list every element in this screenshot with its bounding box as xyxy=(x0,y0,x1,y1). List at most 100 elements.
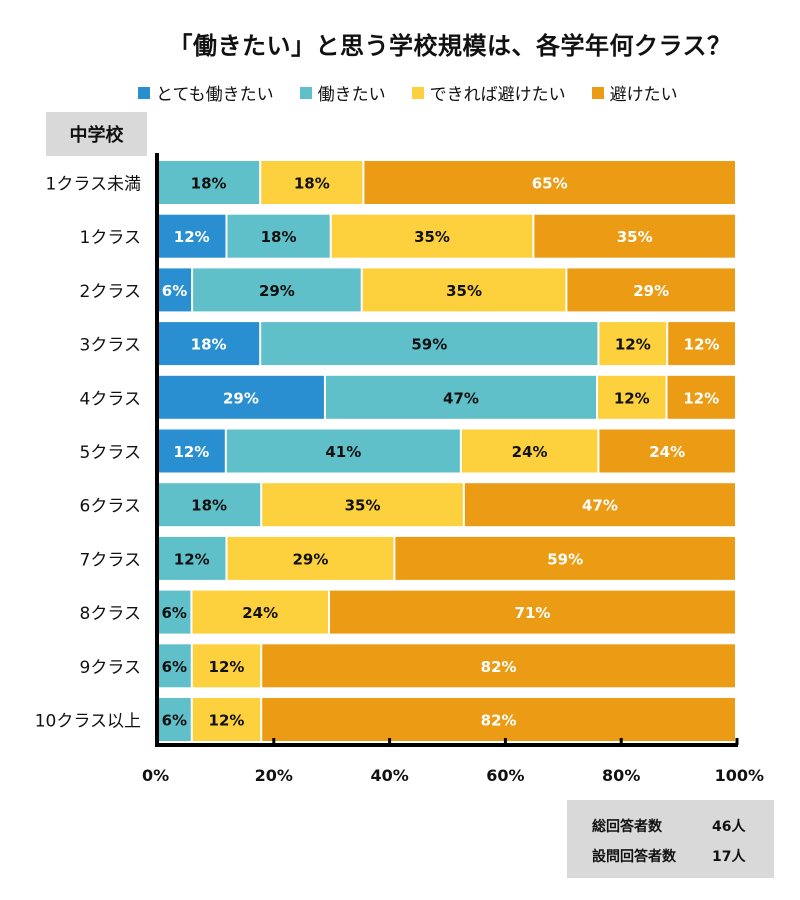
respondent-summary: 総回答者数 46人 設問回答者数 17人 xyxy=(567,800,774,878)
chart: 1クラス未満 18% 18% 65% 1クラス 12% 18% 35% 35% 2クラス 6% 29%… xyxy=(35,153,764,785)
category-label: 8クラス xyxy=(80,604,141,624)
bar-segment xyxy=(226,429,460,473)
summary-value: 46人 xyxy=(712,819,746,835)
bar-segment xyxy=(193,268,361,312)
bar-segment xyxy=(158,214,226,258)
summary-row-answered: 設問回答者数 17人 xyxy=(592,846,745,866)
data-label: 12% xyxy=(683,389,719,407)
legend-label: とても働きたい xyxy=(156,85,274,105)
bar-segment xyxy=(362,268,566,312)
bar-segment xyxy=(158,322,260,366)
data-label: 24% xyxy=(512,443,548,461)
category-label: 1クラス xyxy=(80,228,141,248)
bar-segment xyxy=(158,268,192,312)
data-label: 71% xyxy=(515,604,551,622)
category-label: 9クラス xyxy=(80,658,141,678)
chart-title: 「働きたい」と思う学校規模は、各学年何クラス？ xyxy=(168,32,732,60)
category-label: 2クラス xyxy=(80,282,141,302)
bar-segment xyxy=(331,214,533,258)
bar-segment xyxy=(461,429,598,473)
bar-segment xyxy=(534,214,735,258)
legend-item: とても働きたい xyxy=(138,80,274,105)
data-label: 12% xyxy=(174,228,210,246)
bar-segment xyxy=(192,590,328,634)
data-label: 29% xyxy=(223,389,259,407)
bar-segment xyxy=(364,161,735,204)
category-label: 6クラス xyxy=(80,497,141,517)
summary-label: 設問回答者数 xyxy=(592,849,676,865)
data-label: 35% xyxy=(617,228,653,246)
bar-segment xyxy=(567,268,735,312)
data-label: 6% xyxy=(162,712,187,730)
category-label: 1クラス未満 xyxy=(46,175,141,195)
bar-segment xyxy=(158,590,191,634)
data-label: 24% xyxy=(242,604,278,622)
data-label: 35% xyxy=(446,282,482,300)
bar-segment xyxy=(598,375,666,419)
bar-segment xyxy=(325,375,597,419)
data-label: 12% xyxy=(614,389,650,407)
bar-segment xyxy=(261,161,363,204)
legend: とても働きたい 働きたい できれば避けたい 避けたい xyxy=(138,80,678,105)
data-label: 29% xyxy=(633,282,669,300)
data-label: 47% xyxy=(443,389,479,407)
data-label: 12% xyxy=(684,336,720,354)
summary-row-total: 総回答者数 46人 xyxy=(592,816,745,836)
data-label: 59% xyxy=(547,550,583,568)
legend-label: できれば避けたい xyxy=(429,85,566,105)
bar-segment xyxy=(227,536,394,580)
legend-swatch xyxy=(411,86,424,99)
bar-segment xyxy=(158,161,260,204)
data-label: 12% xyxy=(174,550,210,568)
legend-label: 働きたい xyxy=(317,85,386,105)
x-tick-label: 0% xyxy=(142,766,169,785)
bar-segment xyxy=(262,644,735,688)
data-label: 18% xyxy=(191,497,227,515)
bar-segment xyxy=(227,214,330,258)
x-tick-label: 100% xyxy=(715,766,764,785)
bar-segment xyxy=(668,322,735,366)
data-label: 65% xyxy=(532,175,568,193)
summary-value: 17人 xyxy=(712,849,746,865)
bar-segment xyxy=(192,644,261,688)
summary-label: 総回答者数 xyxy=(592,819,662,835)
legend-item: 避けたい xyxy=(591,80,678,105)
legend-swatch xyxy=(299,86,312,99)
data-label: 41% xyxy=(325,443,361,461)
data-label: 35% xyxy=(345,497,381,515)
data-label: 29% xyxy=(259,282,295,300)
data-label: 18% xyxy=(261,228,297,246)
data-label: 12% xyxy=(209,712,245,730)
data-label: 18% xyxy=(191,175,227,193)
category-label: 5クラス xyxy=(80,443,141,463)
bar-segment xyxy=(192,698,261,741)
data-label: 59% xyxy=(411,336,447,354)
bar-segment xyxy=(158,375,324,419)
legend-item: 働きたい xyxy=(299,80,386,105)
bar-segment xyxy=(599,322,667,366)
x-tick-label: 60% xyxy=(486,766,524,785)
bar-segment xyxy=(158,698,191,741)
bar-segment xyxy=(329,590,735,634)
bar-segment xyxy=(262,698,735,741)
data-label: 18% xyxy=(191,336,227,354)
bar-segment xyxy=(158,536,226,580)
data-label: 6% xyxy=(162,282,187,300)
bar-segment xyxy=(158,644,191,688)
bar-segment xyxy=(395,536,735,580)
data-label: 35% xyxy=(414,228,450,246)
legend-swatch xyxy=(591,86,604,99)
bar-segment xyxy=(158,483,261,527)
category-label: 4クラス xyxy=(80,389,141,409)
data-label: 29% xyxy=(292,550,328,568)
data-label: 24% xyxy=(649,443,685,461)
x-tick-label: 40% xyxy=(370,766,408,785)
bar-segment xyxy=(464,483,735,527)
bar-segment xyxy=(261,322,598,366)
data-label: 82% xyxy=(481,658,517,676)
data-label: 12% xyxy=(209,658,245,676)
group-label: 中学校 xyxy=(46,112,147,156)
data-label: 47% xyxy=(582,497,618,515)
category-label: 7クラス xyxy=(80,550,141,570)
x-tick-label: 80% xyxy=(602,766,640,785)
